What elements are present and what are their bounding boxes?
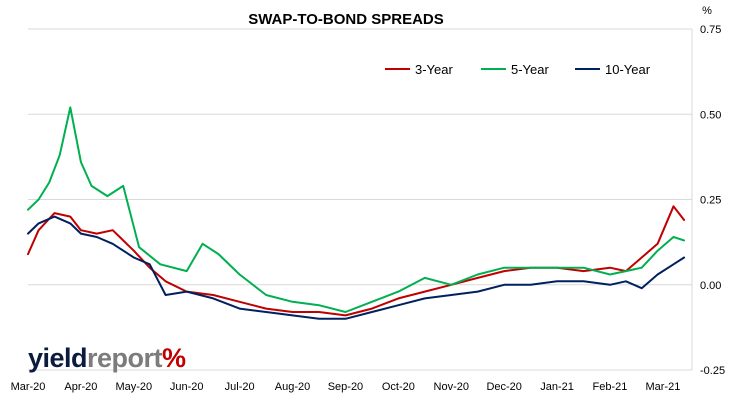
- x-tick-label-9: Dec-20: [486, 381, 521, 393]
- x-tick-label-0: Mar-20: [11, 381, 46, 393]
- y-axis-unit-label: %: [702, 5, 712, 17]
- x-tick-label-6: Sep-20: [328, 381, 363, 393]
- legend-label-0: 3-Year: [415, 62, 453, 77]
- logo-yield: yield: [28, 343, 87, 373]
- x-tick-label-10: Jan-21: [540, 381, 574, 393]
- series-line-5-year: [27, 106, 686, 313]
- x-tick-label-3: Jun-20: [170, 381, 204, 393]
- y-tick-label-1: 0.50: [700, 109, 721, 121]
- y-tick-label-2: 0.25: [700, 195, 721, 207]
- yieldreport-logo: yieldreport%: [28, 343, 187, 373]
- grid-lines: [28, 28, 693, 371]
- logo-text: yieldreport%: [28, 343, 186, 373]
- x-tick-label-5: Aug-20: [275, 381, 310, 393]
- x-tick-label-1: Apr-20: [64, 381, 97, 393]
- series-line-3-year: [27, 205, 686, 317]
- x-tick-label-2: May-20: [115, 381, 152, 393]
- y-tick-label-4: -0.25: [700, 365, 725, 377]
- x-tick-label-7: Oct-20: [382, 381, 415, 393]
- x-tick-label-11: Feb-21: [593, 381, 628, 393]
- y-tick-label-3: 0.00: [700, 280, 721, 292]
- y-tick-label-0: 0.75: [700, 24, 721, 36]
- x-tick-label-8: Nov-20: [434, 381, 469, 393]
- legend: 3-Year 5-Year 10-Year: [385, 62, 651, 77]
- logo-report: report: [87, 343, 163, 373]
- logo-percent: %: [162, 343, 186, 373]
- series-lines: [27, 106, 686, 320]
- x-tick-label-4: Jul-20: [225, 381, 255, 393]
- legend-label-2: 10-Year: [605, 62, 651, 77]
- series-line-10-year: [27, 215, 686, 320]
- x-axis-labels: Mar-20 Apr-20 May-20 Jun-20 Jul-20 Aug-20 Sep-…: [11, 381, 681, 393]
- legend-label-1: 5-Year: [511, 62, 549, 77]
- x-tick-label-12: Mar-21: [645, 381, 680, 393]
- chart-title: SWAP-TO-BOND SPREADS: [248, 11, 444, 28]
- y-axis-labels: 0.75 0.50 0.25 0.00 -0.25: [700, 24, 725, 377]
